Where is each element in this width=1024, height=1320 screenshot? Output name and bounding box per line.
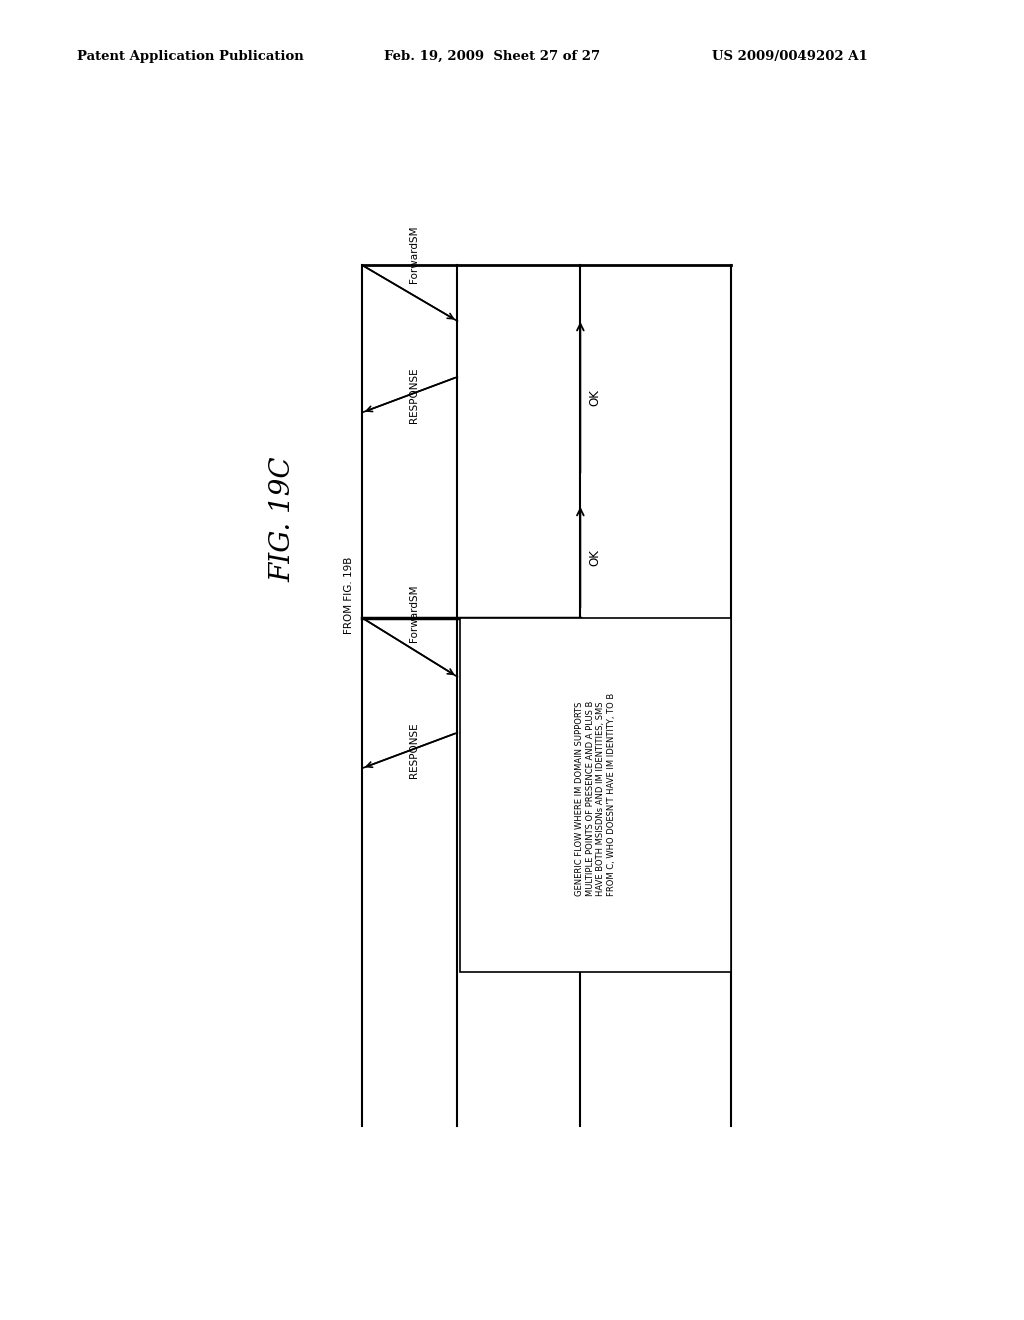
Text: FIG. 19C: FIG. 19C [269,457,296,582]
Text: RESPONSE: RESPONSE [409,367,419,422]
Text: US 2009/0049202 A1: US 2009/0049202 A1 [712,50,867,63]
Bar [460,618,731,972]
Text: Patent Application Publication: Patent Application Publication [77,50,303,63]
Text: OK: OK [588,389,601,405]
Text: ForwardSM: ForwardSM [409,585,419,643]
Text: GENERIC FLOW WHERE IM DOMAIN SUPPORTS
MULTIPLE POINTS OF PRESENCE AND A PLUS B
H: GENERIC FLOW WHERE IM DOMAIN SUPPORTS MU… [575,693,615,896]
Text: FROM FIG. 19B: FROM FIG. 19B [344,557,353,634]
Text: OK: OK [588,549,601,566]
Text: ForwardSM: ForwardSM [409,226,419,282]
Text: RESPONSE: RESPONSE [409,722,419,779]
Text: Feb. 19, 2009  Sheet 27 of 27: Feb. 19, 2009 Sheet 27 of 27 [384,50,600,63]
